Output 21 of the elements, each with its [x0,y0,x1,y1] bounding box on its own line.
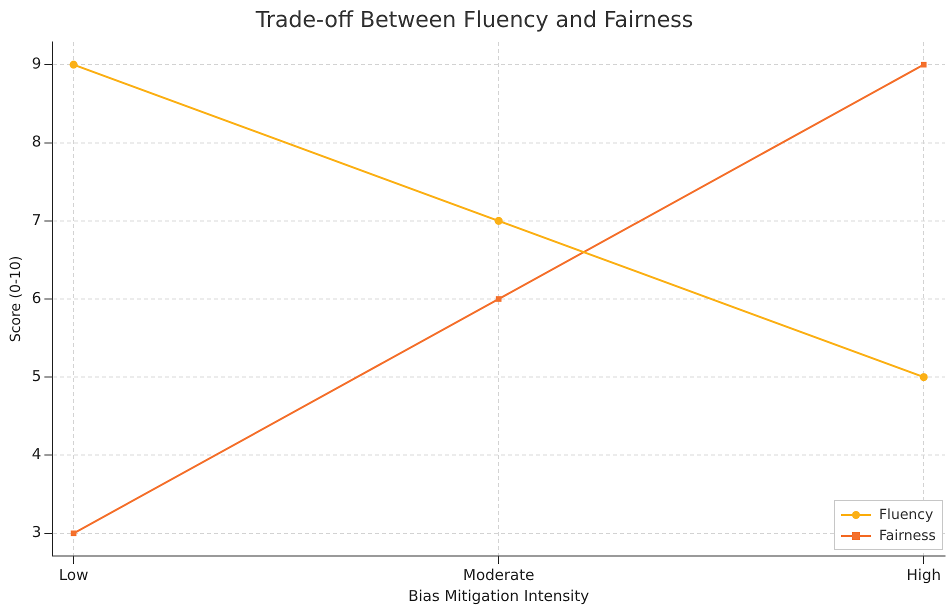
point [70,60,78,69]
y-tick-label: 8 [32,132,42,151]
y-axis-title: Score (0-10) [8,256,24,342]
y-tick-label: 4 [32,445,42,464]
y-tick-label: 7 [32,210,42,229]
point [496,296,502,302]
x-tick-label: High [906,566,941,584]
point [920,62,927,68]
legend-label: Fluency [879,506,934,522]
legend-label: Fairness [879,528,936,544]
y-tick-label: 5 [32,367,42,386]
x-tick-label: Low [58,566,88,584]
point [494,216,503,225]
y-tick-label: 6 [32,288,42,307]
point [70,530,76,536]
point [920,373,928,382]
chart-title: Trade-off Between Fluency and Fairness [254,8,694,33]
y-tick-label: 9 [32,54,42,73]
x-axis-title: Bias Mitigation Intensity [408,586,590,605]
x-tick-label: Moderate [463,566,534,584]
y-tick-label: 3 [32,523,42,542]
